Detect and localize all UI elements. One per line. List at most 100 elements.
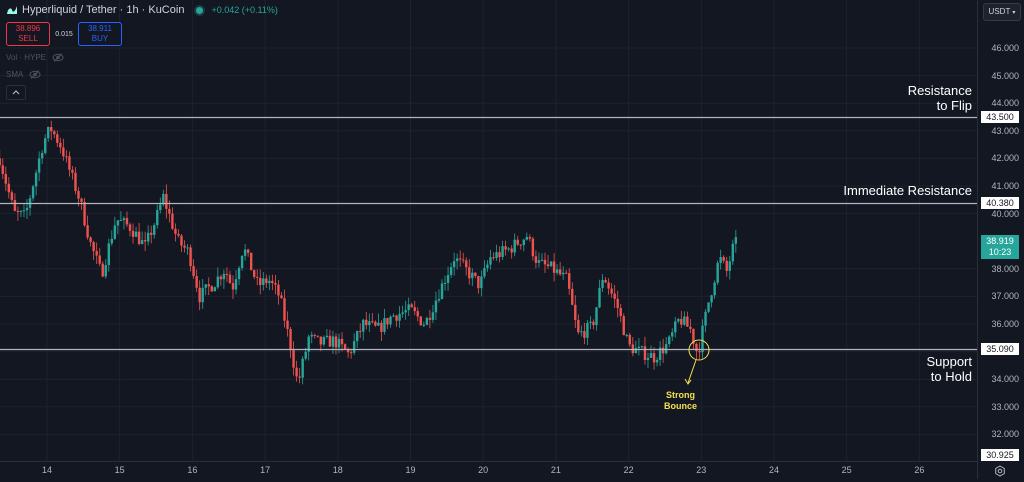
candle: [564, 269, 568, 274]
annotation-line-1: Support: [926, 354, 972, 369]
candle: [689, 318, 692, 334]
annotation-resistance-to-flip: Resistance to Flip: [908, 83, 972, 113]
sell-button[interactable]: 38.896 SELL: [6, 22, 50, 46]
candle: [425, 316, 429, 326]
candle: [386, 317, 389, 330]
time-tick-label: 21: [550, 465, 561, 475]
eye-crossed-icon[interactable]: [52, 53, 64, 62]
price-tick-label: 33.000: [991, 401, 1019, 412]
candle: [237, 266, 241, 285]
plot-area[interactable]: Hyperliquid / Tether · 1h · KuCoin +0.04…: [0, 0, 977, 461]
candle: [616, 290, 619, 318]
candle: [259, 269, 262, 295]
candle: [577, 314, 580, 335]
buy-button[interactable]: 38.911 BUY: [78, 22, 122, 46]
candle: [119, 211, 123, 221]
candle: [534, 250, 538, 269]
annotation-line-1: Resistance: [907, 83, 972, 98]
candle: [313, 333, 316, 339]
price-tick-label: 44.000: [991, 98, 1019, 109]
candle: [437, 289, 441, 303]
candle: [407, 297, 410, 316]
candle: [98, 248, 101, 267]
candle: [595, 306, 598, 331]
candle: [604, 277, 607, 284]
candle: [374, 320, 377, 327]
candle: [637, 338, 641, 356]
candle: [646, 352, 650, 369]
time-axis[interactable]: 14 15 16 17 18 19 20 21 22 23 24 25 26: [0, 461, 977, 480]
trade-buttons: 38.896 SELL 0.015 38.911 BUY: [6, 22, 122, 46]
candle: [246, 248, 250, 257]
candle: [216, 267, 220, 290]
candle: [677, 318, 680, 324]
candle: [349, 350, 353, 359]
candle: [322, 335, 326, 347]
candle: [731, 239, 735, 265]
candle: [661, 338, 665, 363]
candle: [171, 207, 174, 231]
candle: [719, 249, 722, 270]
candle: [159, 197, 162, 214]
candle: [34, 169, 38, 196]
candle: [307, 334, 310, 361]
candle: [189, 244, 192, 272]
candle: [692, 328, 695, 350]
candle: [516, 235, 519, 246]
candle: [43, 134, 47, 155]
candle: [468, 259, 471, 285]
candle: [525, 232, 529, 241]
candle: [256, 269, 259, 286]
candle: [667, 335, 671, 348]
time-tick-label: 26: [914, 465, 925, 475]
eye-crossed-icon[interactable]: [29, 70, 41, 79]
time-tick-label: 23: [696, 465, 707, 475]
candle: [686, 311, 689, 327]
annotation-line-2: to Flip: [936, 98, 972, 113]
candle: [131, 223, 135, 244]
indicator-sma[interactable]: SMA: [6, 70, 41, 79]
candle: [359, 323, 362, 338]
candle: [607, 278, 610, 295]
annotation-support-to-hold: Support to Hold: [926, 354, 972, 384]
candle: [150, 225, 153, 244]
candle: [655, 357, 659, 367]
candle: [186, 243, 189, 255]
candle: [228, 270, 232, 284]
candle: [95, 242, 98, 265]
collapse-legend-button[interactable]: [6, 85, 26, 100]
candle: [7, 177, 11, 199]
chevron-up-icon: [12, 90, 20, 95]
currency-selector[interactable]: USDT ▾: [983, 3, 1021, 21]
price-tick-label: 46.000: [991, 43, 1019, 53]
candle: [716, 260, 719, 286]
candle: [274, 274, 277, 295]
candle: [431, 304, 435, 323]
candle: [446, 266, 450, 291]
candle: [107, 238, 110, 272]
candle: [146, 225, 150, 246]
chart-settings-button[interactable]: [994, 464, 1008, 477]
candle: [128, 222, 132, 237]
candle: [343, 343, 347, 351]
price-tick-label: 41.000: [991, 181, 1019, 191]
candle: [583, 322, 586, 345]
price-axis[interactable]: USDT ▾ 32.00033.00034.00035.00036.00037.…: [977, 0, 1024, 479]
time-tick-label: 16: [187, 465, 198, 475]
candle: [156, 204, 159, 229]
candle: [74, 167, 77, 195]
symbol-title[interactable]: Hyperliquid / Tether · 1h · KuCoin: [22, 4, 185, 16]
candle: [552, 253, 556, 282]
indicator-volume[interactable]: Vol · HYPE: [6, 53, 64, 62]
candle: [568, 268, 571, 295]
candle: [519, 244, 522, 250]
candle: [4, 166, 8, 192]
candle: [68, 151, 71, 177]
horizontal-levels[interactable]: [0, 0, 977, 461]
candle: [280, 291, 283, 299]
candle: [40, 150, 44, 164]
candle: [371, 312, 374, 324]
level-price-tag: 43.500: [981, 111, 1019, 123]
candle: [695, 342, 698, 360]
candle: [213, 286, 217, 292]
